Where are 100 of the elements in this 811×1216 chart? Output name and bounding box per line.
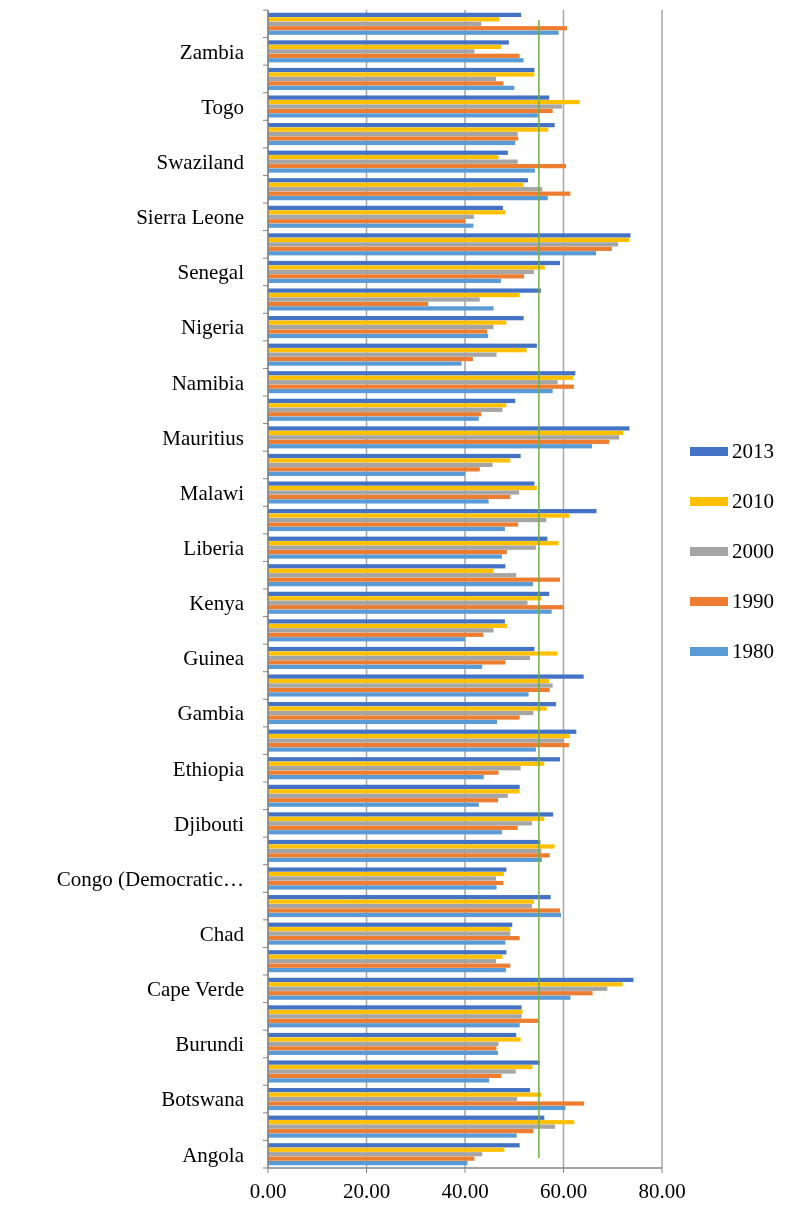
bar [268, 178, 529, 183]
bar [268, 1128, 534, 1134]
y-tick-label: Togo [201, 94, 244, 119]
legend-label: 1990 [732, 589, 774, 614]
legend-label: 2000 [732, 539, 774, 564]
bar [268, 292, 520, 298]
bar [268, 660, 506, 665]
bar [268, 757, 561, 762]
bar [268, 564, 506, 569]
bar [268, 191, 571, 196]
bar [268, 655, 531, 661]
bar [268, 982, 623, 987]
bar [268, 17, 500, 22]
bar [268, 136, 519, 141]
bar [268, 637, 465, 642]
bar [268, 67, 535, 73]
bar [268, 301, 429, 307]
bar [268, 1147, 505, 1152]
bar [268, 775, 484, 780]
bar [268, 278, 501, 283]
y-tick-label: Sierra Leone [136, 205, 244, 230]
bar [268, 85, 515, 90]
bar [268, 683, 553, 688]
y-tick-label: Senegal [177, 260, 245, 285]
bar [268, 462, 493, 468]
bar [268, 95, 550, 100]
bar [268, 509, 597, 514]
bar [268, 674, 584, 679]
y-tick-label: Congo (Democratic… [56, 866, 244, 891]
bar [268, 871, 504, 877]
bar [268, 554, 502, 559]
bar [268, 389, 553, 394]
bar [268, 123, 555, 128]
bar [268, 1005, 522, 1010]
x-tick-label: 0.00 [249, 1179, 287, 1203]
bar [268, 150, 508, 155]
x-tick-label: 60.00 [539, 1179, 588, 1203]
bar [268, 72, 535, 77]
bar [268, 1046, 497, 1051]
bar [268, 237, 630, 243]
bar [268, 706, 547, 711]
bar [268, 541, 559, 546]
bar [268, 223, 474, 228]
bar [268, 513, 570, 518]
bar [268, 517, 547, 523]
bar [268, 844, 555, 849]
bar [268, 609, 552, 614]
bar [268, 816, 545, 822]
bar [268, 140, 516, 146]
bar [268, 182, 524, 187]
y-tick-label: Kenya [189, 591, 245, 616]
bar [268, 729, 577, 734]
bar [268, 591, 550, 596]
bar [268, 44, 501, 50]
bar [268, 912, 562, 918]
bar [268, 430, 624, 436]
bar [268, 412, 482, 417]
bar [268, 12, 522, 17]
bar [268, 651, 558, 656]
bar [268, 131, 518, 137]
bar [268, 375, 574, 380]
bar [268, 1018, 539, 1023]
bar [268, 274, 525, 279]
bar [268, 485, 537, 491]
bar [268, 384, 574, 389]
bar [268, 940, 506, 945]
bar [268, 1069, 516, 1074]
bar [268, 343, 537, 348]
bar [268, 40, 509, 45]
bar [268, 623, 507, 629]
bar [268, 857, 542, 862]
bar [268, 1032, 517, 1038]
bar [268, 329, 488, 334]
bar [268, 577, 561, 582]
bar [268, 908, 561, 913]
bar [268, 58, 524, 63]
bar [268, 1133, 517, 1138]
bar [268, 963, 511, 968]
bar [268, 719, 498, 725]
bar [268, 471, 465, 476]
y-tick-label: Guinea [183, 646, 245, 671]
y-tick-label: Mauritius [162, 425, 244, 450]
bar [268, 1073, 502, 1079]
bar [268, 371, 576, 376]
bar [268, 935, 520, 941]
bar [268, 596, 542, 601]
bar [268, 880, 504, 886]
bar [268, 798, 498, 803]
bar [268, 747, 536, 752]
bar [268, 26, 567, 31]
y-tick-label: Namibia [171, 370, 245, 395]
bar [268, 710, 534, 716]
bar [268, 522, 519, 527]
bar [268, 1156, 475, 1161]
bar [268, 458, 511, 463]
bar [268, 444, 593, 449]
bar [268, 1078, 490, 1083]
bar [268, 1143, 520, 1148]
bar [268, 403, 507, 408]
bar [268, 853, 550, 858]
